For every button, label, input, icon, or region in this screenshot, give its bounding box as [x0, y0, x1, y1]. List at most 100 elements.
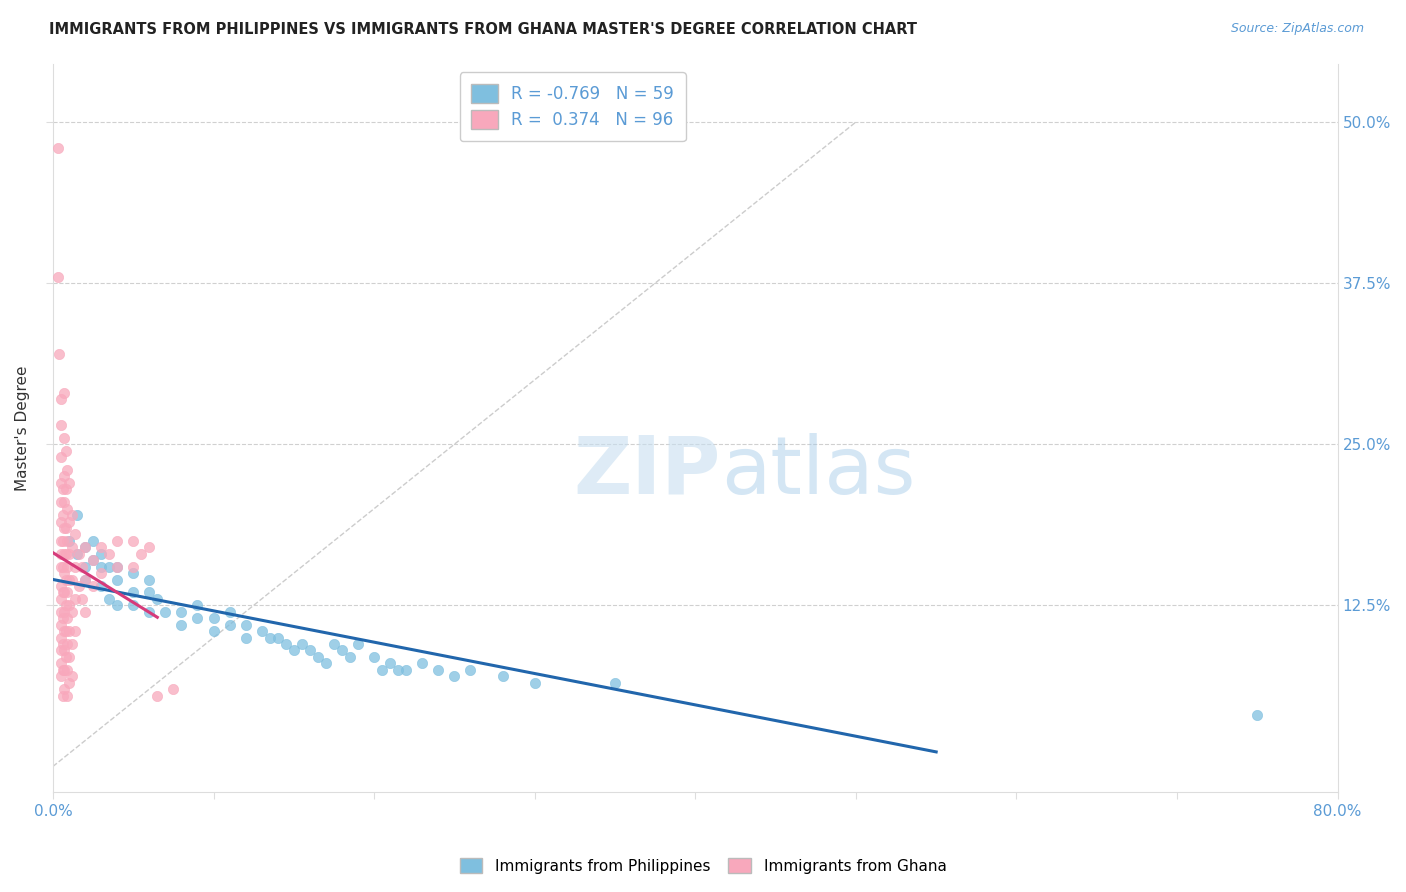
Point: [49, 591, 72, 606]
Point: [60, 508, 83, 522]
Point: [55, 649, 77, 664]
Point: [73, 605, 96, 619]
Point: [90, 559, 112, 574]
Point: [55, 483, 77, 497]
Point: [395, 663, 418, 677]
Point: [138, 573, 160, 587]
Point: [65, 559, 87, 574]
Point: [56, 585, 79, 599]
Point: [58, 547, 80, 561]
Point: [53, 585, 76, 599]
Point: [66, 547, 89, 561]
Point: [60, 573, 83, 587]
Point: [105, 599, 128, 613]
Point: [49, 515, 72, 529]
Point: [58, 573, 80, 587]
Point: [298, 643, 321, 657]
Point: [90, 566, 112, 581]
Point: [122, 566, 145, 581]
Point: [307, 649, 329, 664]
Point: [155, 605, 177, 619]
Point: [55, 521, 77, 535]
Point: [49, 495, 72, 509]
Point: [291, 637, 314, 651]
Point: [202, 611, 225, 625]
Point: [53, 643, 76, 657]
Point: [49, 547, 72, 561]
Point: [82, 553, 104, 567]
Point: [347, 637, 370, 651]
Point: [73, 541, 96, 555]
Point: [46, 269, 69, 284]
Point: [53, 566, 76, 581]
Point: [73, 573, 96, 587]
Point: [443, 669, 465, 683]
Y-axis label: Master's Degree: Master's Degree: [15, 366, 30, 491]
Point: [58, 533, 80, 548]
Point: [48, 347, 70, 361]
Point: [283, 643, 305, 657]
Point: [235, 617, 257, 632]
Point: [56, 611, 79, 625]
Point: [90, 547, 112, 561]
Point: [56, 637, 79, 651]
Point: [138, 585, 160, 599]
Point: [267, 631, 290, 645]
Point: [82, 533, 104, 548]
Text: Source: ZipAtlas.com: Source: ZipAtlas.com: [1230, 22, 1364, 36]
Point: [53, 663, 76, 677]
Point: [411, 657, 433, 671]
Point: [371, 663, 394, 677]
Point: [55, 624, 77, 639]
Point: [51, 559, 73, 574]
Point: [58, 649, 80, 664]
Point: [66, 508, 89, 522]
Point: [427, 663, 450, 677]
Point: [58, 475, 80, 490]
Point: [330, 643, 353, 657]
Point: [98, 591, 121, 606]
Point: [122, 533, 145, 548]
Point: [73, 559, 96, 574]
Point: [98, 547, 121, 561]
Point: [70, 559, 93, 574]
Point: [146, 689, 169, 703]
Point: [56, 533, 79, 548]
Point: [523, 675, 546, 690]
Point: [56, 501, 79, 516]
Point: [46, 141, 69, 155]
Point: [186, 611, 208, 625]
Point: [1246, 707, 1268, 722]
Point: [60, 541, 83, 555]
Point: [70, 591, 93, 606]
Point: [49, 631, 72, 645]
Point: [49, 657, 72, 671]
Point: [82, 579, 104, 593]
Point: [60, 669, 83, 683]
Point: [55, 573, 77, 587]
Point: [49, 533, 72, 548]
Point: [129, 547, 152, 561]
Point: [58, 599, 80, 613]
Point: [49, 579, 72, 593]
Point: [53, 469, 76, 483]
Point: [51, 611, 73, 625]
Text: IMMIGRANTS FROM PHILIPPINES VS IMMIGRANTS FROM GHANA MASTER'S DEGREE CORRELATION: IMMIGRANTS FROM PHILIPPINES VS IMMIGRANT…: [49, 22, 917, 37]
Point: [49, 605, 72, 619]
Point: [363, 649, 385, 664]
Point: [53, 385, 76, 400]
Point: [55, 547, 77, 561]
Point: [49, 643, 72, 657]
Point: [323, 637, 346, 651]
Point: [491, 669, 513, 683]
Point: [218, 617, 240, 632]
Point: [122, 599, 145, 613]
Point: [49, 450, 72, 464]
Point: [98, 559, 121, 574]
Point: [53, 431, 76, 445]
Point: [56, 663, 79, 677]
Point: [82, 553, 104, 567]
Point: [105, 533, 128, 548]
Point: [51, 533, 73, 548]
Point: [49, 669, 72, 683]
